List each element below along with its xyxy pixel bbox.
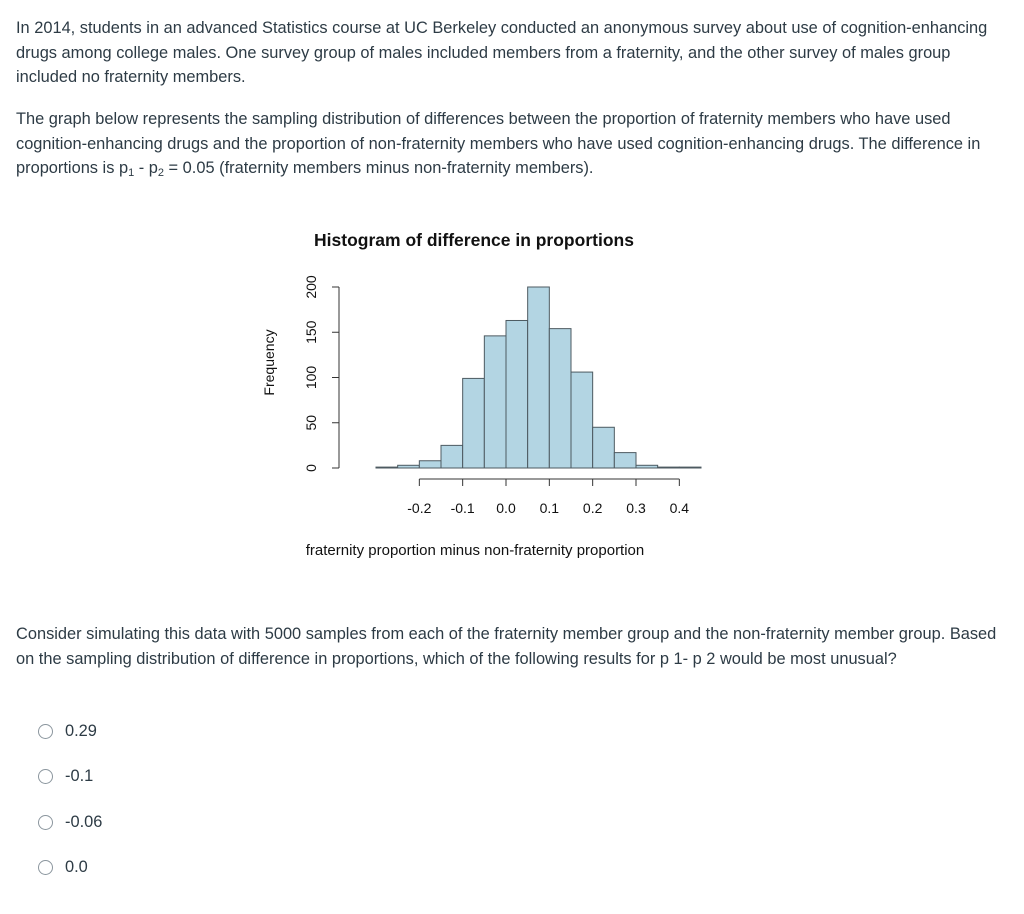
radio-button-1[interactable] bbox=[38, 768, 53, 784]
histogram-bar bbox=[592, 426, 615, 469]
minus-text: - p bbox=[134, 159, 158, 177]
x-tick-label: 0.1 bbox=[540, 500, 560, 516]
histogram-bar bbox=[678, 466, 702, 469]
graph-description-paragraph: The graph below represents the sampling … bbox=[16, 107, 1001, 181]
answer-option-2[interactable]: -0.06 bbox=[38, 811, 102, 833]
answer-label-0: 0.29 bbox=[65, 721, 97, 740]
chart-title: Histogram of difference in proportions bbox=[314, 230, 634, 250]
p1-subscript: 1 bbox=[128, 167, 135, 179]
x-tick-label: -0.2 bbox=[407, 500, 431, 516]
histogram-bar bbox=[505, 319, 529, 469]
histogram-bar bbox=[418, 460, 442, 469]
histogram-bar bbox=[397, 464, 420, 469]
answer-option-1[interactable]: -0.1 bbox=[38, 765, 93, 787]
graph-description-text: The graph below represents the sampling … bbox=[16, 110, 981, 177]
y-tick-label: 100 bbox=[303, 366, 319, 390]
y-axis-label: Frequency bbox=[261, 329, 277, 395]
histogram-bar bbox=[462, 377, 485, 469]
x-tick-label: 0.4 bbox=[670, 500, 690, 516]
x-tick-label: -0.1 bbox=[451, 500, 475, 516]
y-tick-label: 200 bbox=[303, 275, 319, 299]
x-axis-label: fraternity proportion minus non-fraterni… bbox=[306, 542, 645, 559]
question-prompt: Consider simulating this data with 5000 … bbox=[16, 625, 997, 668]
histogram-bar bbox=[570, 371, 594, 469]
histogram-bar bbox=[375, 466, 399, 469]
radio-button-3[interactable] bbox=[38, 859, 53, 875]
histogram-bar bbox=[635, 464, 659, 469]
answer-option-3[interactable]: 0.0 bbox=[38, 856, 88, 878]
answer-label-1: -0.1 bbox=[65, 766, 94, 785]
answer-option-0[interactable]: 0.29 bbox=[38, 720, 97, 742]
histogram-bar bbox=[440, 444, 464, 469]
p2-subscript: 2 bbox=[157, 167, 164, 179]
x-tick-label: 0.0 bbox=[496, 500, 516, 516]
radio-button-2[interactable] bbox=[38, 814, 53, 830]
y-tick-label: 0 bbox=[303, 464, 319, 472]
histogram-bar bbox=[548, 328, 572, 469]
histogram-bar bbox=[483, 335, 507, 469]
y-tick-label: 50 bbox=[303, 415, 319, 431]
radio-button-0[interactable] bbox=[38, 723, 53, 739]
histogram-chart: Histogram of difference in proportions 0 5… bbox=[261, 230, 702, 559]
histogram-bar bbox=[657, 466, 680, 469]
x-tick-label: 0.2 bbox=[583, 500, 603, 516]
intro-paragraph: In 2014, students in an advanced Statist… bbox=[16, 19, 988, 86]
x-tick-label: 0.3 bbox=[626, 500, 646, 516]
histogram-bar bbox=[613, 452, 637, 469]
histogram-bar bbox=[527, 286, 550, 469]
answer-label-2: -0.06 bbox=[65, 812, 103, 831]
answer-label-3: 0.0 bbox=[65, 857, 88, 876]
y-tick-label: 150 bbox=[303, 320, 319, 344]
graph-description-tail: = 0.05 (fraternity members minus non-fra… bbox=[164, 159, 594, 177]
